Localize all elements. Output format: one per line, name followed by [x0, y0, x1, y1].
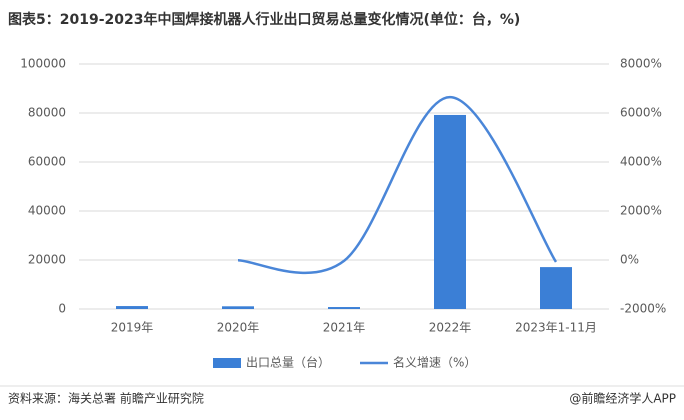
y-tick-label: 100000: [20, 57, 66, 71]
y-tick-label: 60000: [28, 155, 66, 169]
y2-tick-label: 2000%: [620, 204, 662, 218]
x-tick-label: 2019年: [111, 321, 154, 335]
bar: [328, 307, 360, 309]
chart-title: 图表5：2019-2023年中国焊接机器人行业出口贸易总量变化情况(单位：台，%…: [8, 11, 520, 28]
x-tick-label: 2023年1-11月: [515, 321, 597, 335]
bar: [116, 306, 148, 309]
legend-label: 名义增速（%）: [393, 355, 476, 370]
x-tick-label: 2022年: [429, 321, 472, 335]
bar: [540, 267, 572, 309]
source: 资料来源：海关总署 前瞻产业研究院: [8, 391, 204, 406]
y-tick-label: 0: [58, 302, 66, 316]
y2-tick-label: 4000%: [620, 155, 662, 169]
line: [237, 95, 558, 275]
x-tick-label: 2021年: [323, 321, 366, 335]
y2-tick-label: 0%: [620, 253, 639, 267]
y-tick-label: 40000: [28, 204, 66, 218]
credit: @前瞻经济学人APP: [569, 391, 676, 406]
x-tick-label: 2020年: [217, 321, 260, 335]
y-tick-label: 20000: [28, 253, 66, 267]
legend-swatch: [213, 358, 241, 368]
y2-tick-label: 8000%: [620, 57, 662, 71]
y2-tick-label: 6000%: [620, 106, 662, 120]
y2-tick-label: -2000%: [620, 302, 666, 316]
y-tick-label: 80000: [28, 106, 66, 120]
bar: [434, 114, 466, 310]
legend-label: 出口总量（台）: [246, 355, 330, 370]
bar: [222, 306, 254, 309]
